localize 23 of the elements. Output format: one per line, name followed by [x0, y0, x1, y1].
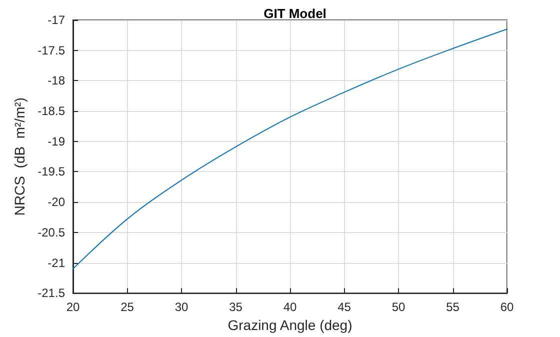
chart-title: GIT Model: [264, 6, 326, 21]
x-tick-label: 25: [120, 300, 134, 314]
x-tick-label: 50: [392, 300, 406, 314]
y-tick-label: -18.5: [38, 104, 66, 118]
y-tick-label: -18: [48, 74, 66, 88]
y-tick-label: -19: [48, 134, 66, 148]
x-tick-label: 35: [229, 300, 243, 314]
x-tick-label: 20: [66, 300, 80, 314]
x-tick-label: 45: [338, 300, 352, 314]
y-tick-label: -21: [48, 256, 66, 270]
x-tick-label: 55: [446, 300, 460, 314]
x-tick-label: 40: [283, 300, 297, 314]
line-series: [72, 28, 508, 270]
y-tick-label: -21.5: [38, 286, 66, 300]
y-tick-label: -19.5: [38, 164, 66, 179]
y-tick-label: -20.5: [38, 225, 66, 240]
x-tick-label: 30: [174, 300, 188, 314]
x-tick-label: 60: [500, 300, 514, 314]
x-axis-title: Grazing Angle (deg): [228, 317, 352, 333]
y-tick-label: -20: [48, 195, 66, 210]
y-axis-title: NRCS (dB m²/m²): [12, 97, 28, 216]
y-tick-label: -17: [48, 13, 66, 27]
y-tick-label: -17.5: [38, 43, 66, 58]
